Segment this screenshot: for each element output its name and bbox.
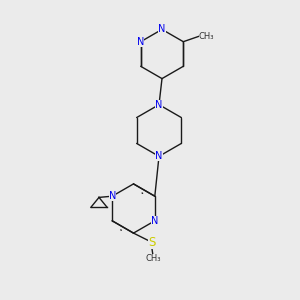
Text: N: N [151, 216, 158, 226]
Text: CH₃: CH₃ [199, 32, 214, 41]
Text: N: N [155, 100, 163, 110]
Text: N: N [137, 37, 144, 47]
Text: N: N [158, 24, 166, 34]
Text: N: N [155, 151, 163, 161]
Text: S: S [148, 236, 155, 249]
Text: CH₃: CH₃ [145, 254, 161, 263]
Text: N: N [109, 191, 116, 201]
